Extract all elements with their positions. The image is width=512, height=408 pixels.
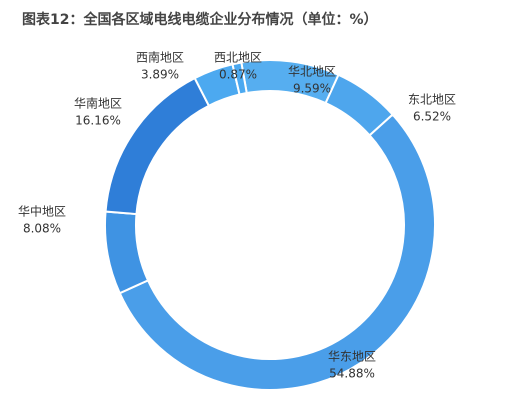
value-label: 16.16% <box>75 114 121 128</box>
value-label: 3.89% <box>141 68 179 82</box>
slice-label: 东北地区 <box>408 93 456 107</box>
slice <box>118 113 436 391</box>
value-label: 6.52% <box>413 110 451 124</box>
slice-label: 华中地区 <box>18 204 66 219</box>
chart-title: 图表12：全国各区域电线电缆企业分布情况（单位：%） <box>22 11 378 28</box>
slice-label: 西南地区 <box>136 50 184 65</box>
slice-label: 西北地区 <box>214 51 262 65</box>
slice-label: 华南地区 <box>74 96 122 111</box>
slice-label: 华北地区 <box>288 65 336 79</box>
value-label: 54.88% <box>329 367 375 381</box>
value-label: 9.59% <box>293 82 331 96</box>
value-label: 8.08% <box>23 222 61 236</box>
slice <box>104 210 150 295</box>
slice <box>231 61 248 96</box>
value-label: 0.87% <box>219 68 257 82</box>
slice-label: 华东地区 <box>328 350 376 364</box>
